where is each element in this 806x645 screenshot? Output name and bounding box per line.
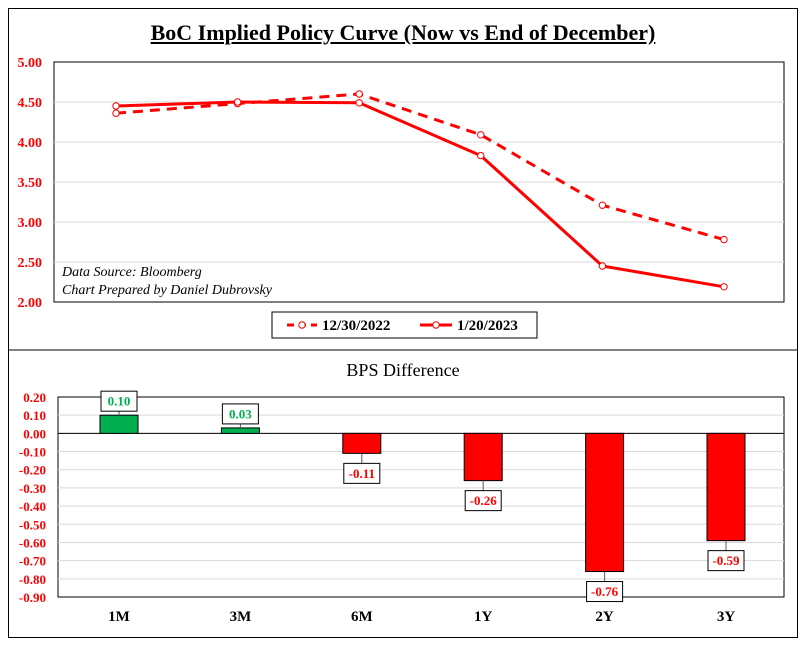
bar-data-label: -0.76 xyxy=(591,584,619,599)
line-grid xyxy=(54,101,784,263)
bar-x-tick-label: 3Y xyxy=(717,609,736,625)
bar-3Y xyxy=(706,432,746,542)
bar-y-tick-label: -0.40 xyxy=(19,499,46,514)
bar-y-tick-label: -0.90 xyxy=(19,590,46,605)
line-point xyxy=(355,90,363,98)
legend: 12/30/2022 1/20/2023 xyxy=(271,311,538,339)
bar-x-tick-label: 2Y xyxy=(595,609,614,625)
line-point xyxy=(598,262,607,270)
line-point xyxy=(233,98,242,106)
data-label-box xyxy=(707,550,745,572)
bar-x-tick-label: 3M xyxy=(230,609,252,625)
legend-marker-dashed xyxy=(298,321,306,329)
line-point xyxy=(477,131,485,139)
line-point xyxy=(598,201,607,209)
data-label-box xyxy=(343,462,381,484)
bar-y-tick-label: -0.10 xyxy=(19,445,46,460)
bar-1M xyxy=(99,414,139,434)
line-point xyxy=(112,102,120,110)
line-series-1 xyxy=(115,100,725,289)
bar-x-axis: 1M 3M 6M 1Y 2Y 3Y xyxy=(108,609,735,625)
line-y-tick-label: 5.00 xyxy=(18,56,43,71)
bar-data-label: 0.10 xyxy=(108,394,131,409)
bar-y-tick-label: -0.80 xyxy=(19,572,46,587)
line-point xyxy=(355,99,363,107)
bar-2Y xyxy=(585,432,625,573)
line-point xyxy=(477,151,485,160)
legend-marker-solid xyxy=(432,321,440,329)
bar-y-tick-label: 0.20 xyxy=(23,390,46,405)
legend-label-0120: 1/20/2023 xyxy=(457,318,518,334)
bar-1Y xyxy=(463,432,503,482)
bar-data-label: -0.59 xyxy=(712,553,740,568)
line-point xyxy=(112,109,120,117)
line-y-tick-label: 3.00 xyxy=(18,216,43,231)
line-point xyxy=(720,235,728,244)
data-label-box xyxy=(586,581,624,603)
line-y-axis: 5.00 4.50 4.00 3.50 3.00 2.50 2.00 xyxy=(18,56,43,311)
line-y-tick-label: 4.50 xyxy=(18,96,43,111)
bar-series-group: 0.10 0.03 -0.11 -0.26 -0.76 -0.59 xyxy=(99,390,746,603)
line-y-tick-label: 3.50 xyxy=(18,176,43,191)
bar-y-tick-label: 0.10 xyxy=(23,408,46,423)
bar-y-axis: 0.20 0.10 0.00 -0.10 -0.20 -0.30 -0.40 -0.50 -0.… xyxy=(19,390,46,605)
line-series-0 xyxy=(115,92,725,242)
line-point xyxy=(720,283,728,291)
bar-3M xyxy=(220,427,260,434)
bar-chart-title: BPS Difference xyxy=(346,360,459,380)
legend-label-1230: 12/30/2022 xyxy=(322,318,390,334)
bar-plot-area xyxy=(57,396,785,598)
bar-y-tick-label: -0.50 xyxy=(19,517,46,532)
line-y-tick-label: 2.50 xyxy=(18,256,43,271)
chart-title: BoC Implied Policy Curve (Now vs End of … xyxy=(150,20,656,45)
bar-y-tick-label: -0.30 xyxy=(19,481,46,496)
data-label-box xyxy=(464,490,502,512)
line-y-tick-label: 4.00 xyxy=(18,136,43,151)
bar-y-tick-label: -0.70 xyxy=(19,554,46,569)
bar-data-label: -0.11 xyxy=(349,466,375,481)
line-series-group xyxy=(112,90,728,291)
bar-y-tick-label: -0.20 xyxy=(19,463,46,478)
bar-grid xyxy=(58,414,784,580)
bar-x-tick-label: 1M xyxy=(108,609,130,625)
data-label-box xyxy=(221,403,259,425)
data-label-box xyxy=(100,390,138,412)
bar-y-tick-label: 0.00 xyxy=(23,426,46,441)
bar-data-label: 0.03 xyxy=(229,406,252,421)
annotation-author: Chart Prepared by Daniel Dubrovsky xyxy=(62,283,273,298)
bar-x-tick-label: 6M xyxy=(351,609,373,625)
bar-x-tick-label: 1Y xyxy=(474,609,493,625)
bar-y-tick-label: -0.60 xyxy=(19,535,46,550)
line-y-tick-label: 2.00 xyxy=(18,296,43,311)
annotation-source: Data Source: Bloomberg xyxy=(61,265,202,280)
bar-data-label: -0.26 xyxy=(470,493,498,508)
bar-6M xyxy=(342,432,382,454)
